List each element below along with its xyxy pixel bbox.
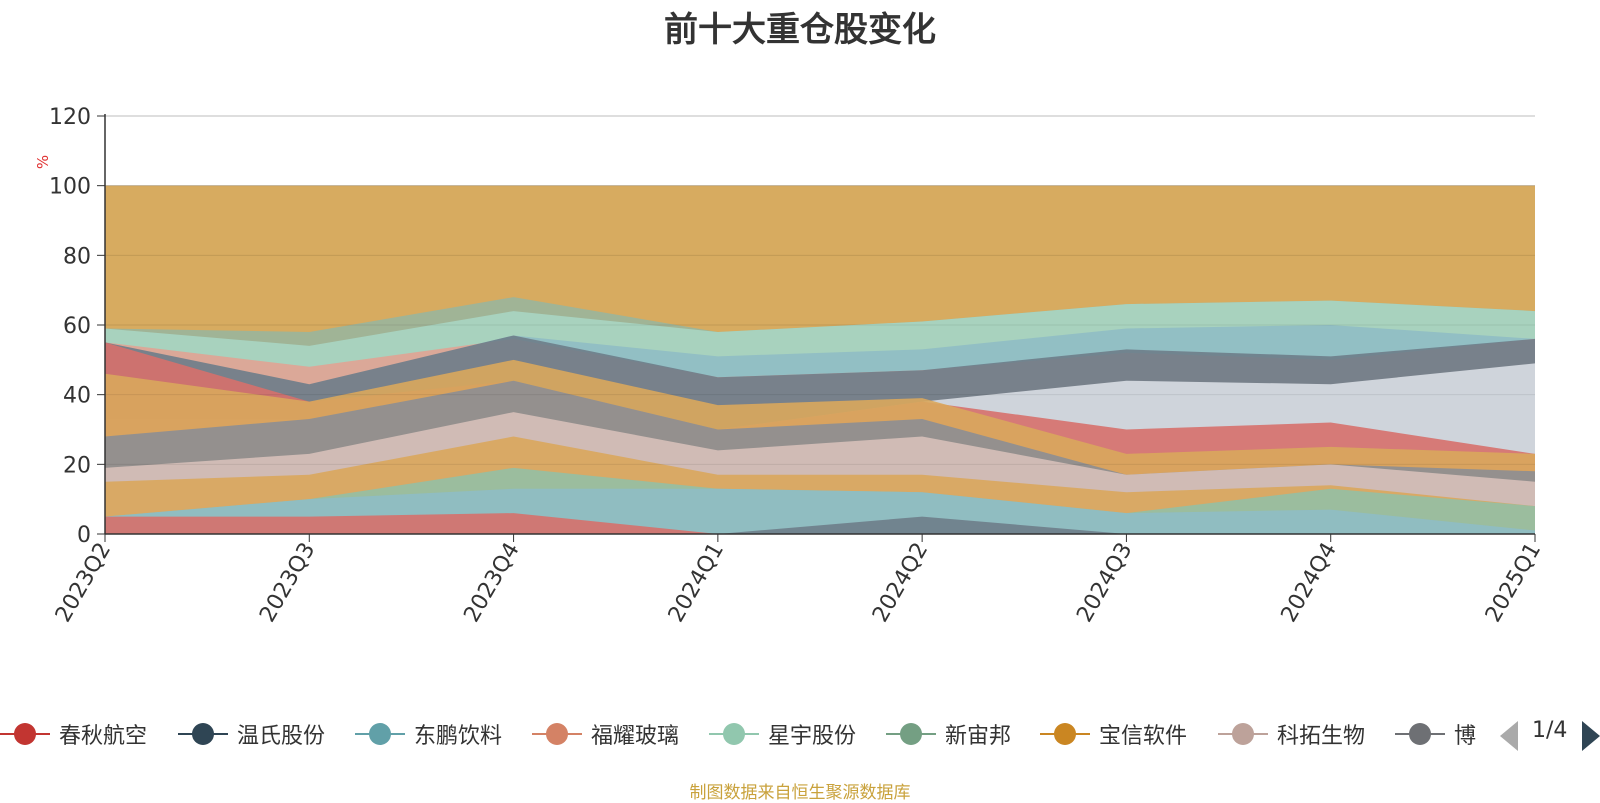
legend-prev-arrow-icon[interactable] — [1500, 721, 1518, 751]
y-tick-label: 120 — [49, 105, 91, 130]
legend-label: 温氏股份 — [237, 724, 326, 749]
x-tick-label: 2024Q4 — [1277, 539, 1342, 627]
series-area-14 — [105, 513, 1535, 534]
legend-marker-icon — [355, 716, 405, 752]
legend-marker-icon — [0, 716, 50, 752]
y-tick-label: 0 — [77, 523, 91, 548]
legend-item[interactable]: 温氏股份 — [178, 716, 325, 752]
legend-marker-icon — [1395, 716, 1445, 752]
legend: 春秋航空 温氏股份 东鹏饮料 福耀玻璃 星宇股份 新宙邦 宝信软件 科拓生物 博 — [0, 716, 1600, 752]
legend-label: 科拓生物 — [1277, 724, 1366, 749]
legend-item[interactable]: 科拓生物 — [1218, 716, 1365, 752]
source-note: 制图数据来自恒生聚源数据库 — [689, 783, 911, 803]
legend-marker-icon — [178, 716, 228, 752]
legend-next-arrow-icon[interactable] — [1582, 721, 1600, 751]
legend-item[interactable]: 新宙邦 — [886, 716, 1011, 752]
y-tick-label: 60 — [63, 314, 91, 339]
series-area-15 — [105, 516, 1535, 534]
legend-marker-dot — [1054, 723, 1076, 745]
legend-marker-icon — [886, 716, 936, 752]
y-tick-label: 20 — [63, 453, 91, 478]
legend-marker-icon — [532, 716, 582, 752]
legend-clip: 春秋航空 温氏股份 东鹏饮料 福耀玻璃 星宇股份 新宙邦 宝信软件 科拓生物 博 — [0, 716, 1482, 752]
x-tick-label: 2024Q1 — [664, 539, 729, 627]
y-tick-label: 80 — [63, 244, 91, 269]
legend-label: 东鹏饮料 — [414, 724, 503, 749]
y-axis-label: % — [34, 155, 52, 169]
y-tick-label: 100 — [49, 175, 91, 200]
x-tick-label: 2023Q3 — [255, 539, 320, 627]
x-tick-label: 2024Q3 — [1072, 539, 1137, 627]
legend-marker-dot — [546, 723, 568, 745]
legend-marker-icon — [709, 716, 759, 752]
legend-marker-dot — [723, 723, 745, 745]
chart-svg: 0 20 40 60 80 100 120% 2023Q2 2023Q3 2023Q4 2024Q1… — [34, 105, 1546, 627]
legend-marker-icon — [1218, 716, 1268, 752]
legend-marker-dot — [1409, 723, 1431, 745]
x-tick-label: 2025Q1 — [1481, 539, 1546, 627]
legend-label: 博 — [1454, 724, 1477, 749]
legend-marker-dot — [14, 723, 36, 745]
legend-marker-dot — [900, 723, 922, 745]
chart-title: 前十大重仓股变化 — [664, 10, 936, 50]
y-tick-label: 40 — [63, 384, 91, 409]
legend-label: 福耀玻璃 — [591, 724, 680, 749]
legend-label: 宝信软件 — [1099, 724, 1188, 749]
legend-label: 星宇股份 — [768, 724, 857, 749]
legend-item[interactable]: 宝信软件 — [1040, 716, 1187, 752]
legend-label: 春秋航空 — [59, 724, 148, 749]
legend-item[interactable]: 博 — [1395, 716, 1476, 752]
x-tick-label: 2023Q4 — [459, 539, 524, 627]
legend-item[interactable]: 春秋航空 — [0, 716, 147, 752]
legend-marker-dot — [369, 723, 391, 745]
legend-item[interactable]: 福耀玻璃 — [532, 716, 679, 752]
legend-item[interactable]: 东鹏饮料 — [355, 716, 502, 752]
x-tick-label: 2023Q2 — [51, 539, 116, 627]
legend-item[interactable]: 星宇股份 — [709, 716, 856, 752]
legend-marker-dot — [192, 723, 214, 745]
legend-label: 新宙邦 — [945, 724, 1012, 749]
legend-marker-dot — [1232, 723, 1254, 745]
x-tick-label: 2024Q2 — [868, 539, 933, 627]
legend-page-indicator: 1/4 — [1532, 718, 1568, 743]
legend-marker-icon — [1040, 716, 1090, 752]
